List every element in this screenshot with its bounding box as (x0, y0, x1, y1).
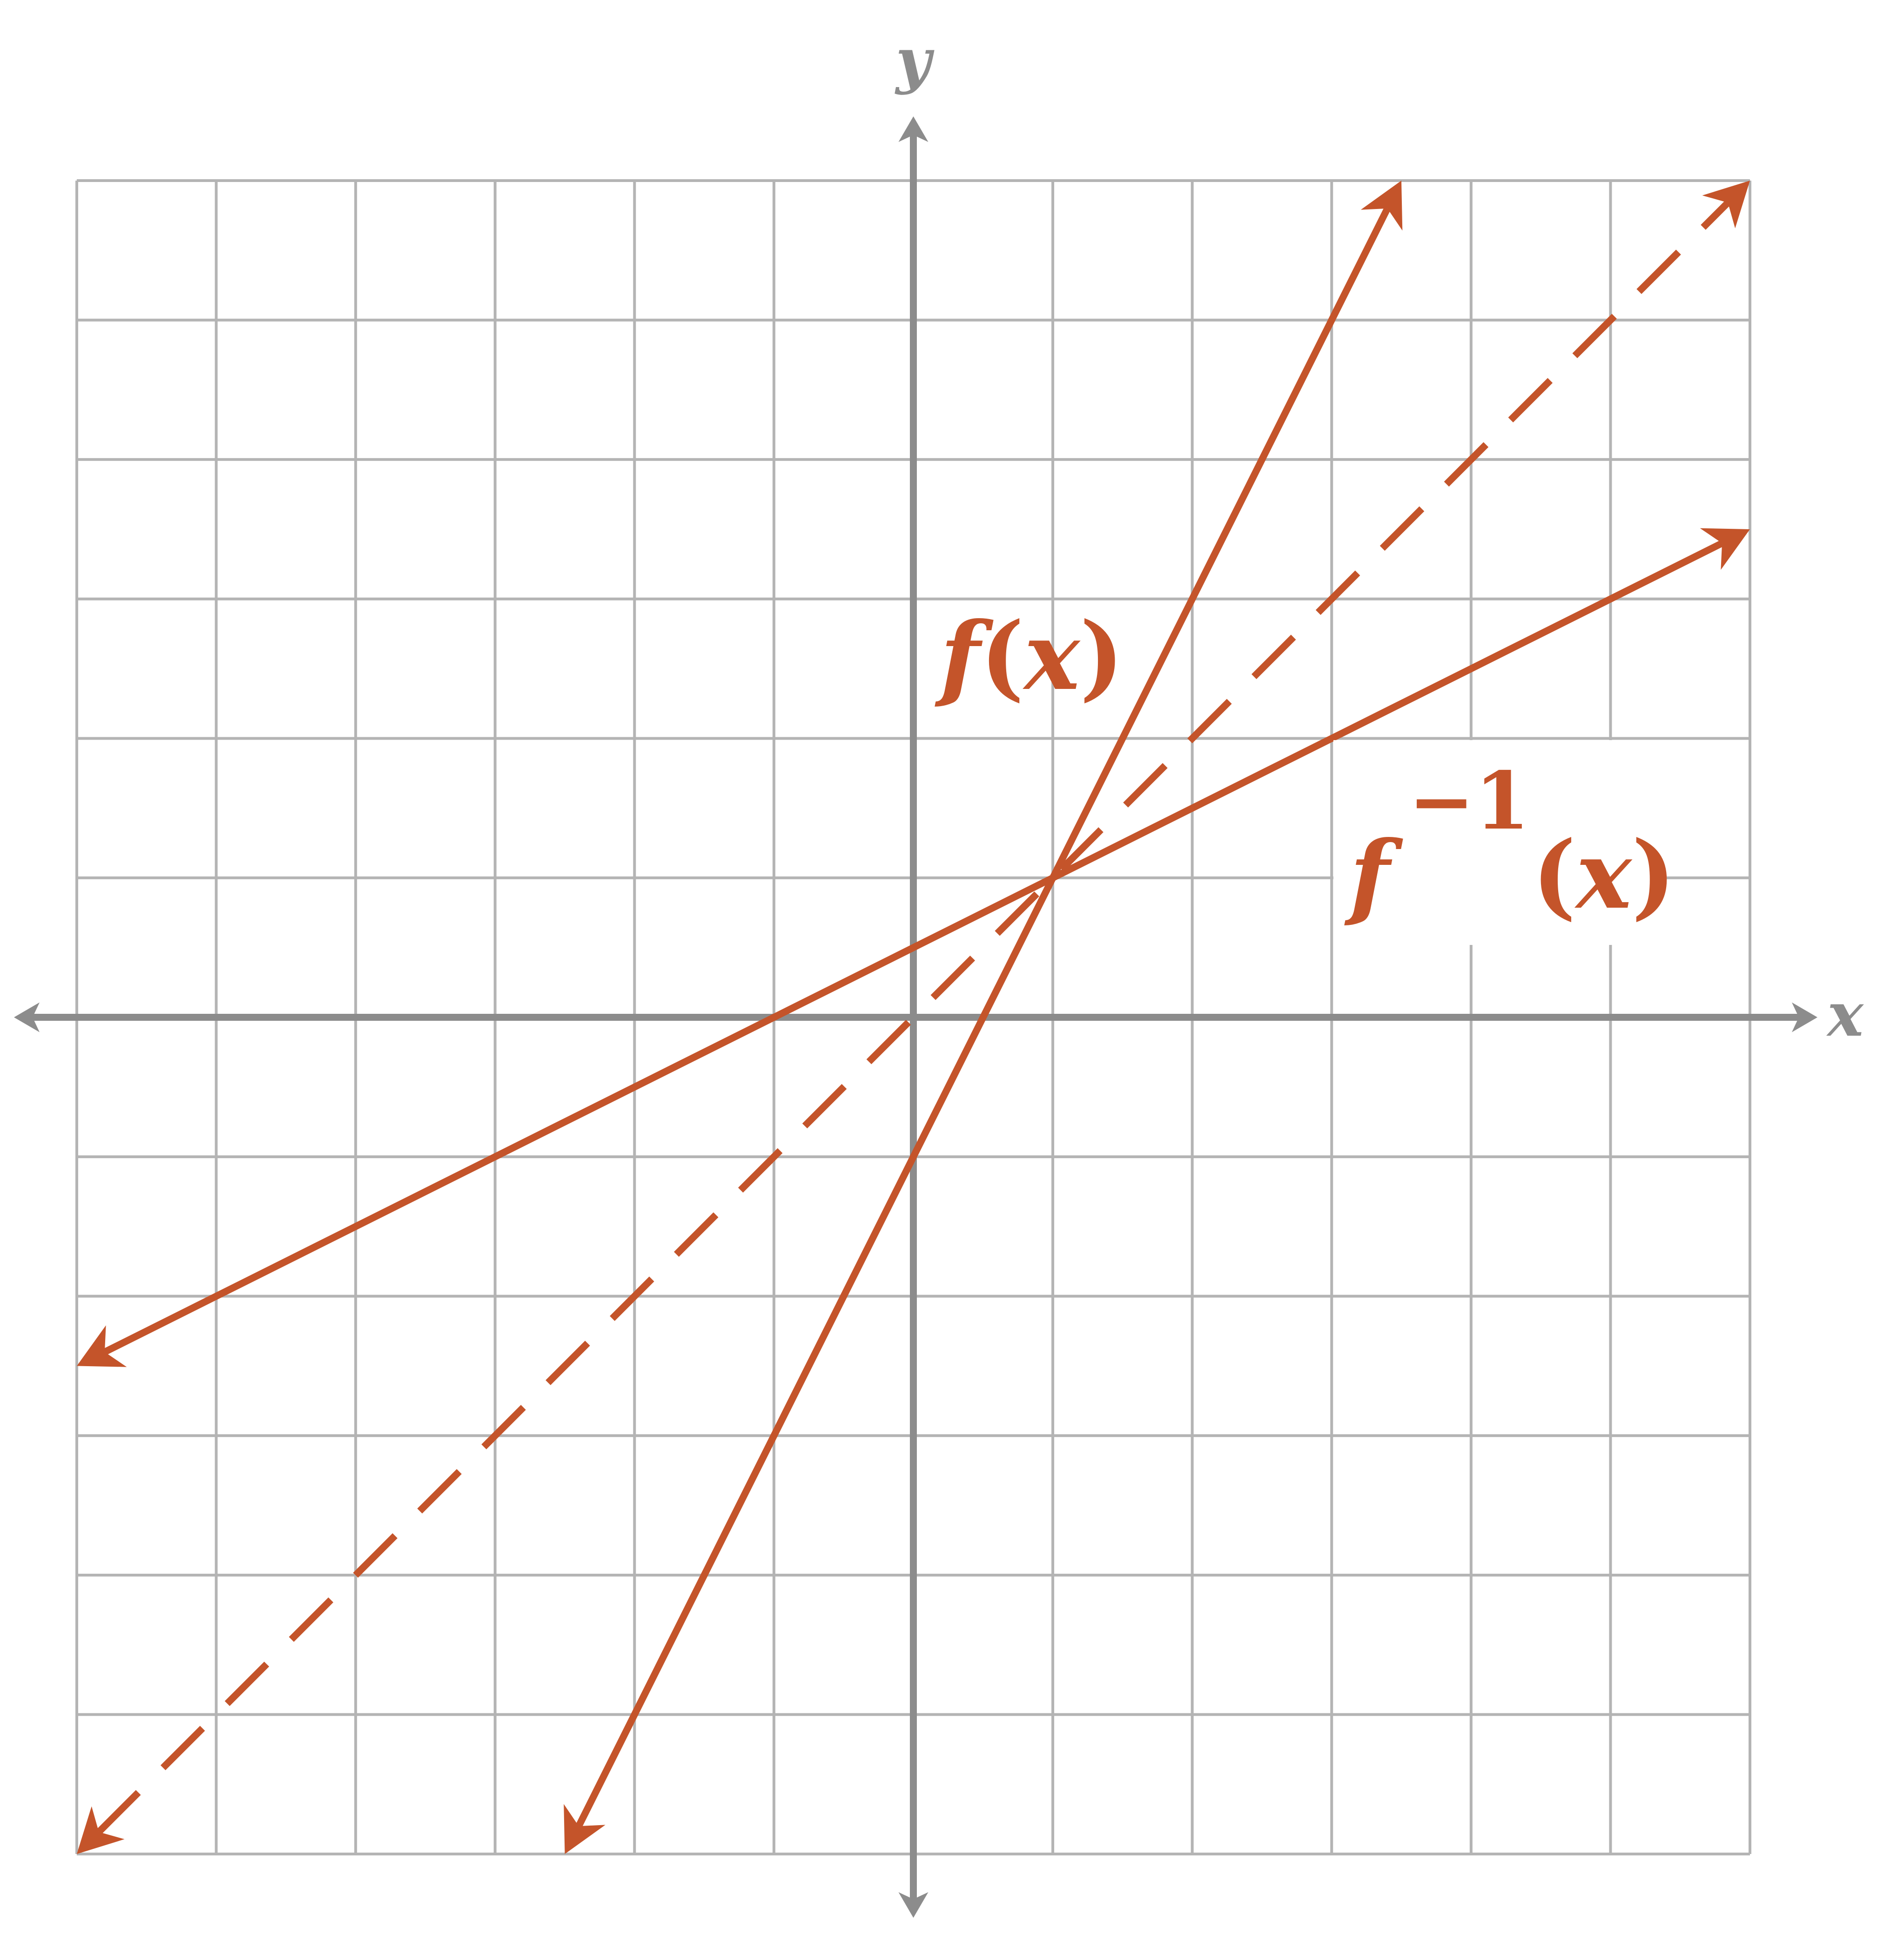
y-axis-arrow-up (898, 116, 928, 142)
f-x-label: f(x) (935, 602, 1124, 711)
f-inverse-line-arrow-start (77, 1325, 127, 1367)
f-x-label-open: ( (980, 602, 1024, 711)
y-axis-arrow-down (898, 1892, 928, 1918)
series-labels: f(x) f−1(x) (935, 602, 1675, 945)
f-inverse-line (103, 540, 1724, 1355)
f-inverse-label-var: x (1574, 821, 1633, 930)
f-x-line-arrow-start (564, 1804, 606, 1854)
f-inverse-label: f−1(x) (1344, 755, 1675, 930)
identity-line-arrow-start (77, 1806, 125, 1854)
f-x-line-arrow-end (1360, 181, 1403, 231)
x-axis-arrow-left (14, 1002, 40, 1032)
identity-line (96, 200, 1730, 1834)
f-x-line (575, 207, 1391, 1828)
f-inverse-label-exponent: −1 (1408, 755, 1530, 848)
f-inverse-label-background (1333, 740, 1650, 945)
f-inverse-line-arrow-end (1700, 528, 1750, 570)
identity-line-arrow-end (1702, 181, 1750, 229)
x-axis-arrow-right (1792, 1002, 1817, 1032)
f-inverse-label-open: ( (1532, 821, 1576, 930)
f-x-label-var: x (1023, 602, 1081, 711)
f-x-label-close: ) (1080, 602, 1124, 711)
series-group (77, 181, 1750, 1854)
y-axis-label: y (895, 25, 935, 96)
axes: xy (14, 25, 1864, 1918)
f-inverse-label-close: ) (1632, 821, 1676, 930)
x-axis-label: x (1826, 979, 1864, 1050)
